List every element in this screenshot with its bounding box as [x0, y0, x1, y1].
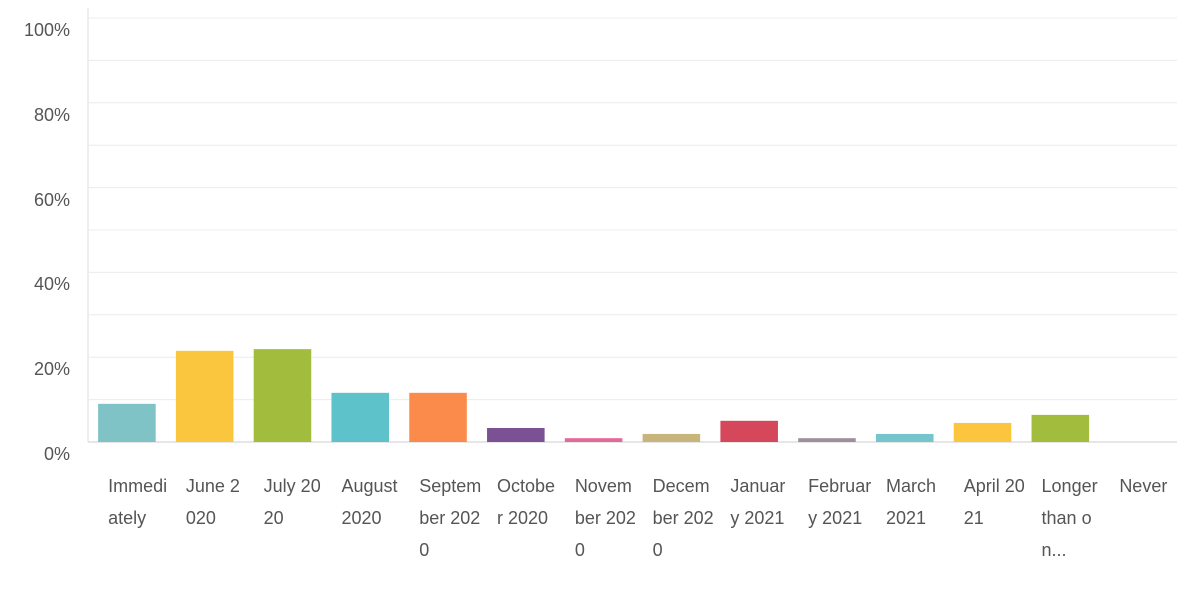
- x-tick-label: Immediately: [108, 476, 168, 528]
- y-tick-label: 100%: [23, 20, 70, 40]
- x-tick-label: November 2020: [574, 476, 636, 560]
- x-tick-label: April 2021: [963, 476, 1025, 528]
- x-tick-label: Longer than on...: [1041, 476, 1098, 560]
- bar: [487, 428, 545, 442]
- bar: [98, 403, 156, 442]
- x-tick-label: February 2021: [808, 476, 872, 528]
- y-tick-label: 80%: [33, 104, 70, 125]
- bar: [875, 433, 934, 442]
- x-tick-label: June 2020: [185, 476, 240, 528]
- x-tick-label: August 2020: [341, 476, 398, 528]
- y-tick-label: 40%: [33, 274, 70, 295]
- bar: [564, 438, 623, 442]
- x-tick-label: March 2021: [885, 476, 936, 528]
- bar: [720, 420, 778, 442]
- y-tick-label: 20%: [33, 359, 70, 380]
- bar: [175, 350, 234, 442]
- bar: [331, 392, 390, 442]
- y-tick-label: 60%: [33, 189, 70, 210]
- x-tick-label: January 2021: [730, 476, 786, 528]
- y-tick-label: 0%: [43, 444, 70, 464]
- x-tick-label: July 2020: [263, 476, 321, 528]
- bar: [409, 392, 467, 442]
- bar: [253, 349, 312, 442]
- x-tick-label: December 2020: [652, 476, 714, 560]
- bar: [953, 422, 1012, 442]
- x-tick-label: Never: [1119, 476, 1168, 496]
- bar: [798, 438, 856, 442]
- x-tick-label: October 2020: [497, 476, 556, 528]
- x-tick-label: September 2020: [419, 476, 482, 560]
- bar: [1031, 414, 1090, 442]
- bar: [642, 433, 701, 442]
